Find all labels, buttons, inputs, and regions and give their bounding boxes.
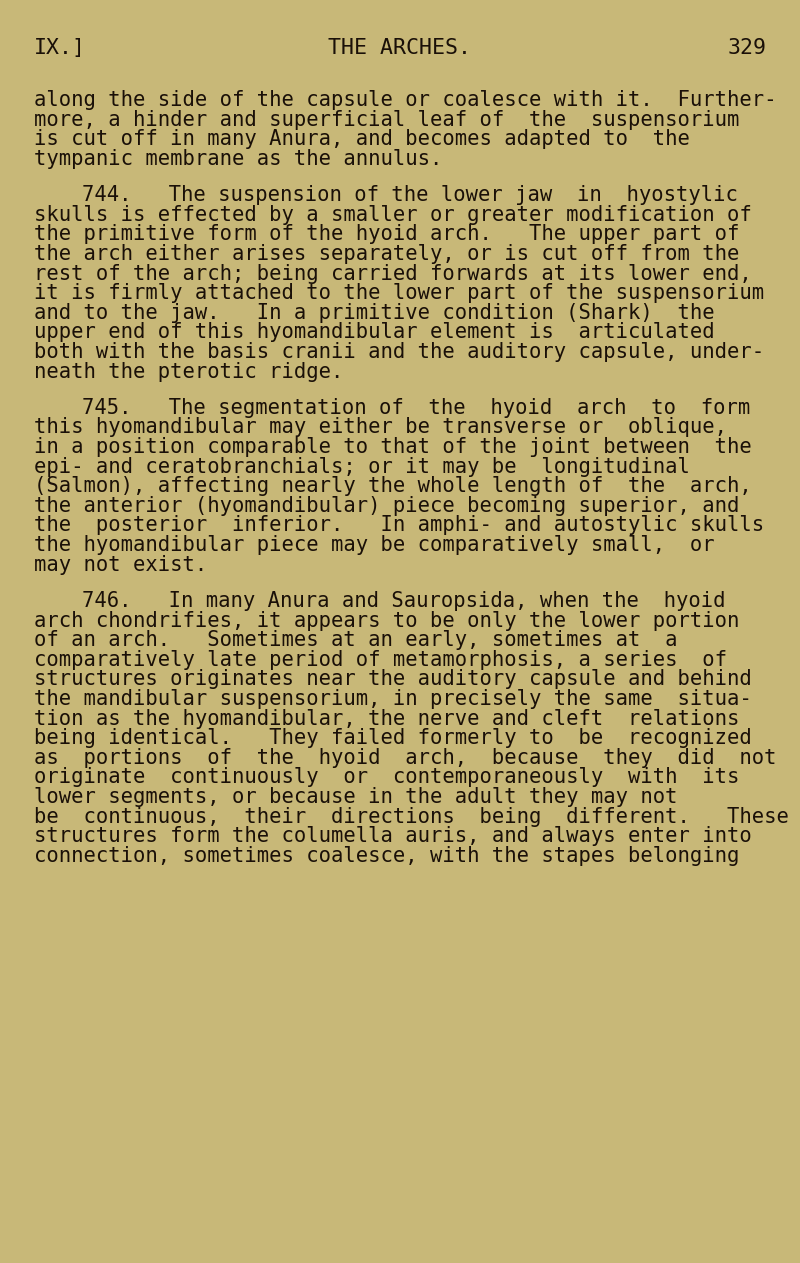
Text: connection, sometimes coalesce, with the stapes belonging: connection, sometimes coalesce, with the… <box>34 846 739 865</box>
Text: along the side of the capsule or coalesce with it.  Further-: along the side of the capsule or coalesc… <box>34 90 776 110</box>
Text: structures originates near the auditory capsule and behind: structures originates near the auditory … <box>34 669 751 690</box>
Text: THE ARCHES.: THE ARCHES. <box>329 38 471 58</box>
Text: it is firmly attached to the lower part of the suspensorium: it is firmly attached to the lower part … <box>34 283 764 303</box>
Text: the primitive form of the hyoid arch.   The upper part of: the primitive form of the hyoid arch. Th… <box>34 225 739 244</box>
Text: being identical.   They failed formerly to  be  recognized: being identical. They failed formerly to… <box>34 729 751 748</box>
Text: the hyomandibular piece may be comparatively small,  or: the hyomandibular piece may be comparati… <box>34 536 714 554</box>
Text: be  continuous,  their  directions  being  different.   These: be continuous, their directions being di… <box>34 807 789 826</box>
Text: is cut off in many Anura, and becomes adapted to  the: is cut off in many Anura, and becomes ad… <box>34 129 690 149</box>
Text: and to the jaw.   In a primitive condition (Shark)  the: and to the jaw. In a primitive condition… <box>34 303 714 323</box>
Text: more, a hinder and superficial leaf of  the  suspensorium: more, a hinder and superficial leaf of t… <box>34 110 739 130</box>
Text: 745.   The segmentation of  the  hyoid  arch  to  form: 745. The segmentation of the hyoid arch … <box>82 398 750 418</box>
Text: lower segments, or because in the adult they may not: lower segments, or because in the adult … <box>34 787 677 807</box>
Text: structures form the columella auris, and always enter into: structures form the columella auris, and… <box>34 826 751 846</box>
Text: originate  continuously  or  contemporaneously  with  its: originate continuously or contemporaneou… <box>34 768 739 787</box>
Text: the mandibular suspensorium, in precisely the same  situa-: the mandibular suspensorium, in precisel… <box>34 688 751 709</box>
Text: may not exist.: may not exist. <box>34 554 207 575</box>
Text: skulls is effected by a smaller or greater modification of: skulls is effected by a smaller or great… <box>34 205 751 225</box>
Text: this hyomandibular may either be transverse or  oblique,: this hyomandibular may either be transve… <box>34 417 726 437</box>
Text: (Salmon), affecting nearly the whole length of  the  arch,: (Salmon), affecting nearly the whole len… <box>34 476 751 496</box>
Text: the  posterior  inferior.   In amphi- and autostylic skulls: the posterior inferior. In amphi- and au… <box>34 515 764 536</box>
Text: the anterior (hyomandibular) piece becoming superior, and: the anterior (hyomandibular) piece becom… <box>34 496 739 515</box>
Text: epi- and ceratobranchials; or it may be  longitudinal: epi- and ceratobranchials; or it may be … <box>34 457 690 476</box>
Text: IX.]: IX.] <box>34 38 86 58</box>
Text: arch chondrifies, it appears to be only the lower portion: arch chondrifies, it appears to be only … <box>34 610 739 630</box>
Text: neath the pterotic ridge.: neath the pterotic ridge. <box>34 361 343 381</box>
Text: tion as the hyomandibular, the nerve and cleft  relations: tion as the hyomandibular, the nerve and… <box>34 709 739 729</box>
Text: rest of the arch; being carried forwards at its lower end,: rest of the arch; being carried forwards… <box>34 264 751 283</box>
Text: in a position comparable to that of the joint between  the: in a position comparable to that of the … <box>34 437 751 457</box>
Text: comparatively late period of metamorphosis, a series  of: comparatively late period of metamorphos… <box>34 649 726 669</box>
Text: of an arch.   Sometimes at an early, sometimes at  a: of an arch. Sometimes at an early, somet… <box>34 630 677 650</box>
Text: 746.   In many Anura and Sauropsida, when the  hyoid: 746. In many Anura and Sauropsida, when … <box>82 591 725 611</box>
Text: the arch either arises separately, or is cut off from the: the arch either arises separately, or is… <box>34 244 739 264</box>
Text: 329: 329 <box>727 38 766 58</box>
Text: upper end of this hyomandibular element is  articulated: upper end of this hyomandibular element … <box>34 322 714 342</box>
Text: both with the basis cranii and the auditory capsule, under-: both with the basis cranii and the audit… <box>34 342 764 362</box>
Text: as  portions  of  the  hyoid  arch,  because  they  did  not: as portions of the hyoid arch, because t… <box>34 748 776 768</box>
Text: 744.   The suspension of the lower jaw  in  hyostylic: 744. The suspension of the lower jaw in … <box>82 186 738 205</box>
Text: tympanic membrane as the annulus.: tympanic membrane as the annulus. <box>34 149 442 169</box>
